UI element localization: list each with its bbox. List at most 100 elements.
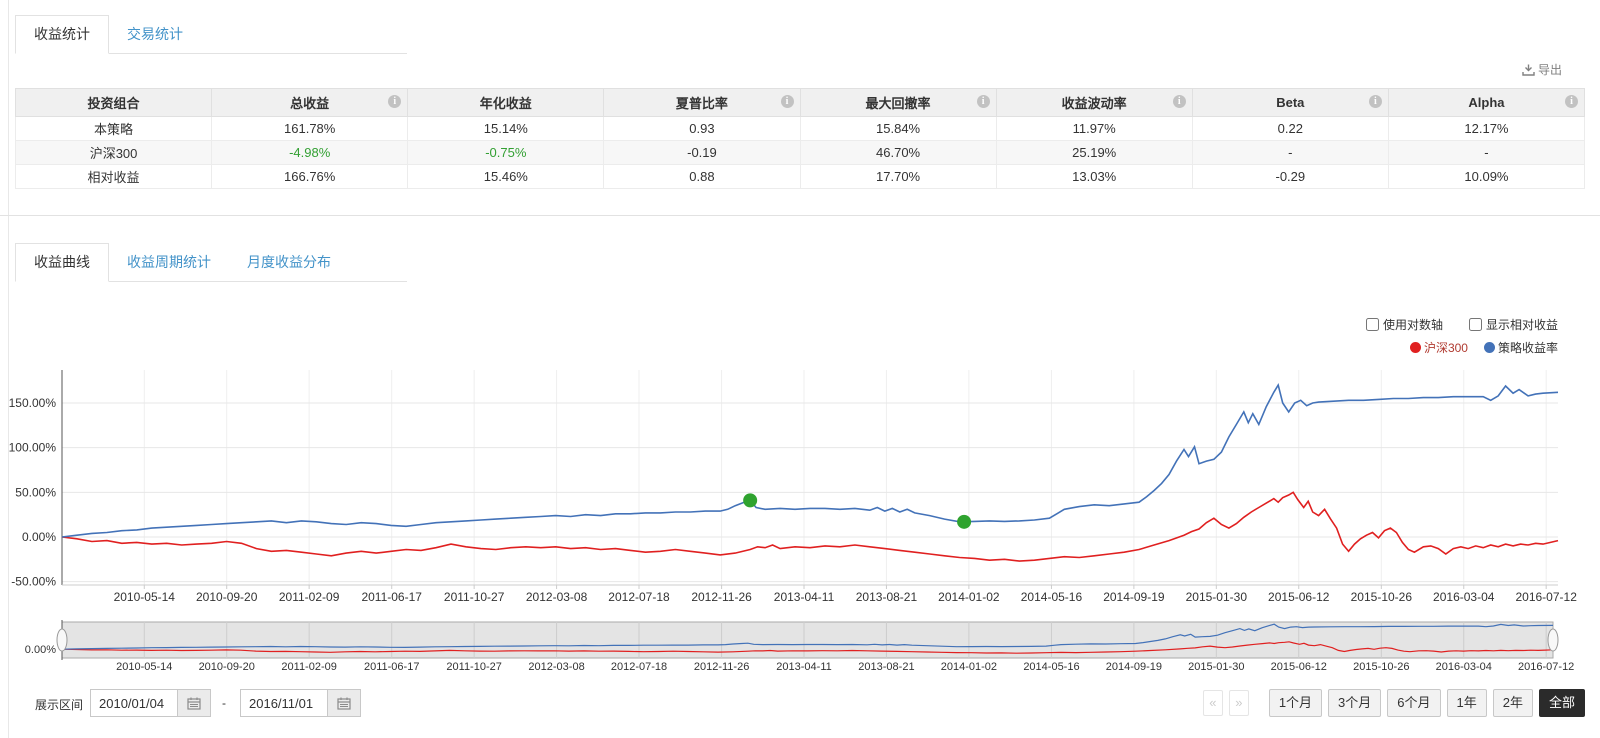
x-axis-label: 2010-09-20 — [196, 590, 258, 604]
range-button-group: « » 1个月 3个月 6个月 1年 2年 全部 — [1202, 689, 1585, 717]
log-axis-label: 使用对数轴 — [1382, 318, 1443, 332]
navigator-background[interactable] — [61, 621, 1554, 659]
calendar-icon — [337, 697, 351, 710]
performance-stats-table: 投资组合 总收益 i 年化收益 夏普比率 i 最大回撤率 i 收益波动率 i Beta i Alpha i… — [14, 88, 1586, 189]
info-icon[interactable]: i — [1368, 95, 1382, 108]
y-axis-label: 150.00% — [9, 396, 57, 410]
column-header: 投资组合 — [14, 88, 213, 117]
navigator-axis-label: 2012-07-18 — [611, 661, 667, 673]
table-cell: 12.17% — [1387, 116, 1586, 141]
navigator-axis-label: 2016-03-04 — [1436, 661, 1492, 673]
end-date-calendar-button[interactable] — [327, 689, 361, 717]
navigator-right-handle[interactable] — [1547, 628, 1559, 652]
chart-legend: 沪深300 策略收益率 — [1409, 339, 1558, 356]
navigator-axis-label: 2012-03-08 — [528, 661, 584, 673]
navigator-axis-label: 2010-05-14 — [116, 661, 172, 673]
x-axis-label: 2013-08-21 — [856, 590, 918, 604]
tab-return-curve[interactable]: 收益曲线 — [15, 243, 109, 282]
tab-income-stats[interactable]: 收益统计 — [15, 15, 109, 54]
navigator-axis-label: 2011-02-09 — [281, 661, 336, 673]
range-all[interactable]: 全部 — [1538, 689, 1585, 717]
y-axis-label: 0.00% — [22, 530, 56, 544]
table-cell: 0.88 — [603, 164, 801, 189]
tab-return-period-stats[interactable]: 收益周期统计 — [127, 254, 211, 270]
table-cell: 0.22 — [1191, 116, 1389, 141]
section-divider — [0, 215, 1600, 216]
navigator-axis-label: 2011-10-27 — [446, 661, 501, 673]
trade-marker-dot[interactable] — [743, 493, 758, 508]
range-navigator[interactable]: 2010-05-14 2010-09-20 2011-02-09 2011-06-17… — [0, 616, 1600, 676]
relative-return-checkbox-label[interactable]: 显示相对收益 — [1468, 316, 1558, 333]
table-row: 本策略 161.78% 15.14% 0.93 15.84% 11.97% 0.22 12.1… — [14, 116, 1586, 141]
table-cell: 13.03% — [995, 164, 1193, 189]
range-3m[interactable]: 3个月 — [1328, 689, 1382, 717]
navigator-left-handle[interactable] — [56, 628, 68, 652]
legend-strategy[interactable]: 策略收益率 — [1483, 339, 1558, 356]
scroll-left-button[interactable]: « — [1202, 690, 1223, 716]
trade-marker-dot[interactable] — [957, 514, 972, 529]
legend-hs300[interactable]: 沪深300 — [1409, 339, 1468, 356]
range-1y[interactable]: 1年 — [1446, 689, 1487, 717]
table-cell: 166.76% — [211, 164, 409, 189]
column-header: 总收益 i — [211, 88, 409, 117]
range-preset-buttons: 1个月 3个月 6个月 1年 2年 全部 — [1268, 689, 1585, 717]
info-icon[interactable]: i — [1565, 95, 1578, 108]
table-cell: 15.14% — [407, 116, 605, 141]
log-axis-checkbox[interactable] — [1365, 318, 1379, 331]
table-cell: 15.84% — [799, 116, 997, 141]
navigator-axis-label: 2013-04-11 — [776, 661, 831, 673]
table-cell: 17.70% — [799, 164, 997, 189]
y-axis-label: -50.00% — [11, 575, 56, 589]
table-cell: 0.93 — [603, 116, 801, 141]
hs300-series-line — [61, 491, 1559, 562]
export-button[interactable]: 导出 — [1522, 61, 1562, 78]
relative-return-checkbox[interactable] — [1468, 318, 1482, 331]
x-axis-label: 2012-07-18 — [608, 590, 670, 604]
x-axis-label: 2016-03-04 — [1433, 590, 1495, 604]
table-cell: 10.09% — [1387, 164, 1586, 189]
navigator-axis-label: 2012-11-26 — [694, 661, 749, 673]
navigator-axis-label: 2014-09-19 — [1106, 661, 1162, 673]
legend-dot — [1409, 342, 1421, 353]
start-date-calendar-button[interactable] — [177, 689, 211, 717]
range-2y[interactable]: 2年 — [1492, 689, 1533, 717]
navigator-hs300-line — [61, 641, 1554, 654]
chart-tab-bar: 收益曲线 收益周期统计 月度收益分布 — [15, 243, 407, 282]
scroll-right-button[interactable]: » — [1228, 690, 1249, 716]
table-cell: 沪深300 — [14, 140, 213, 165]
column-header: 收益波动率 i — [995, 88, 1193, 117]
range-6m[interactable]: 6个月 — [1387, 689, 1441, 717]
info-icon[interactable]: i — [976, 95, 990, 108]
navigator-axis-label: 2015-06-12 — [1271, 661, 1327, 673]
navigator-axis-label: 2014-01-02 — [941, 661, 997, 673]
main-returns-chart[interactable]: 2010-05-14 2010-09-20 2011-02-09 2011-06-17… — [0, 365, 1600, 605]
info-icon[interactable]: i — [780, 95, 794, 108]
log-axis-checkbox-label[interactable]: 使用对数轴 — [1365, 316, 1443, 333]
range-1m[interactable]: 1个月 — [1268, 689, 1323, 717]
date-range-separator: - — [222, 696, 226, 710]
table-cell: -4.98% — [211, 140, 409, 165]
tab-monthly-return-dist[interactable]: 月度收益分布 — [247, 254, 331, 270]
info-icon[interactable]: i — [1172, 95, 1186, 108]
table-cell: 25.19% — [995, 140, 1193, 165]
tab-trade-stats[interactable]: 交易统计 — [127, 26, 183, 42]
column-header: Alpha i — [1387, 88, 1586, 117]
info-icon[interactable]: i — [388, 95, 402, 108]
navigator-zero-label: 0.00% — [25, 644, 56, 656]
x-axis-label: 2014-09-19 — [1103, 590, 1165, 604]
table-cell: -0.19 — [603, 140, 801, 165]
table-cell: 本策略 — [14, 116, 213, 141]
x-axis-label: 2014-05-16 — [1021, 590, 1083, 604]
navigator-axis-label: 2010-09-20 — [199, 661, 255, 673]
end-date-input[interactable] — [240, 689, 328, 717]
x-axis-label: 2012-03-08 — [526, 590, 588, 604]
table-cell: 相对收益 — [14, 164, 213, 189]
column-header: 最大回撤率 i — [799, 88, 997, 117]
table-cell: 15.46% — [407, 164, 605, 189]
start-date-input[interactable] — [90, 689, 178, 717]
export-icon — [1522, 64, 1535, 76]
x-axis-label: 2010-05-14 — [114, 590, 176, 604]
legend-label: 沪深300 — [1423, 341, 1468, 355]
table-cell: - — [1387, 140, 1586, 165]
